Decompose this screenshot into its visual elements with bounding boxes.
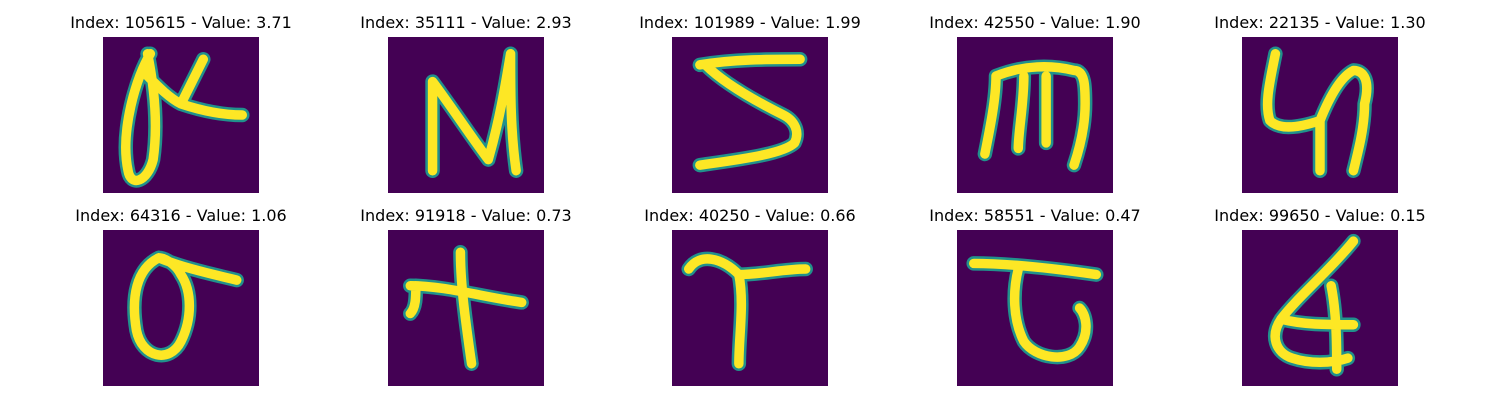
glyph-image	[388, 37, 544, 193]
image-background	[672, 230, 828, 386]
glyph-stroke-core	[129, 253, 242, 360]
panel-title: Index: 105615 - Value: 3.71	[70, 13, 292, 32]
panel-title: Index: 35111 - Value: 2.93	[360, 13, 572, 32]
glyph-image	[957, 37, 1113, 193]
glyph-image	[1242, 37, 1398, 193]
panel-title: Index: 99650 - Value: 0.15	[1214, 206, 1426, 225]
glyph-stroke-core	[695, 54, 805, 170]
glyph-image	[957, 230, 1113, 386]
glyph-image	[672, 230, 828, 386]
glyph-stroke-core	[1262, 48, 1372, 176]
glyph-image	[1242, 230, 1398, 386]
panel-title: Index: 22135 - Value: 1.30	[1214, 13, 1426, 32]
glyph-stroke-core	[968, 258, 1102, 362]
glyph-image	[103, 230, 259, 386]
glyph-image	[103, 37, 259, 193]
glyph-stroke-core	[980, 62, 1090, 170]
glyph-stroke-core	[1270, 236, 1359, 375]
panel-title: Index: 42550 - Value: 1.90	[929, 13, 1141, 32]
panel-title: Index: 40250 - Value: 0.66	[644, 206, 856, 225]
panel-title: Index: 58551 - Value: 0.47	[929, 206, 1141, 225]
glyph-stroke-core	[427, 48, 521, 176]
panel-title: Index: 101989 - Value: 1.99	[639, 13, 861, 32]
panel-title: Index: 91918 - Value: 0.73	[360, 206, 572, 225]
glyph-image	[672, 37, 828, 193]
glyph-stroke-core	[683, 254, 811, 369]
glyph-image	[388, 230, 544, 386]
image-background	[957, 230, 1113, 386]
glyph-stroke-core	[121, 48, 248, 186]
image-background	[103, 230, 259, 386]
panel-title: Index: 64316 - Value: 1.06	[75, 206, 287, 225]
glyph-stroke-core	[405, 247, 527, 369]
